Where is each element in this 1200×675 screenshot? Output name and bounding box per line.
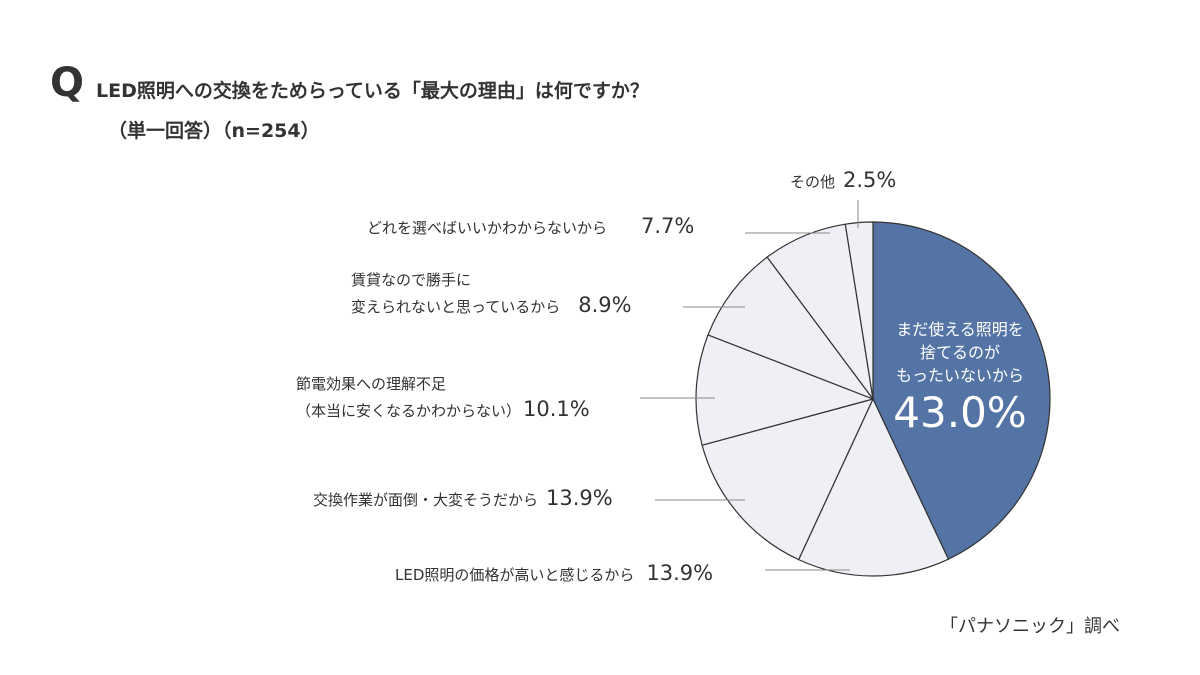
data-label: 7.7% (641, 214, 695, 238)
slice-label-choose: どれを選べばいいかわからないから 7.7% (367, 214, 694, 241)
label-text: その他 (790, 173, 836, 191)
data-label: 43.0% (893, 388, 1027, 437)
pie-slice-6 (844, 221, 874, 400)
pie-slice-4 (707, 256, 875, 401)
slice-label-rental: 賃貸なので勝手に 変えられないと思っているから 8.9% (351, 268, 632, 320)
pie-slice-2 (701, 398, 875, 561)
chart-title: LED照明への交換をためらっている「最大の理由」は何ですか？ (96, 80, 649, 102)
data-label: 8.9% (578, 293, 632, 317)
chart-subtitle: （単一回答）（n=254） (108, 120, 320, 142)
slice-label-main: まだ使える照明を 捨てるのが もったいないから 43.0% (875, 318, 1045, 439)
pie-slice-1 (797, 397, 950, 577)
label-text: 交換作業が面倒・大変そうだから (313, 491, 539, 509)
label-line: もったいないから (895, 366, 1024, 385)
label-text: 変えられないと思っているから (351, 298, 561, 316)
label-text: 節電効果への理解不足 (296, 375, 447, 393)
slice-label-other: その他 2.5% (790, 168, 896, 195)
label-line: 捨てるのが (919, 343, 1000, 362)
source-note: 「パナソニック」調べ (940, 616, 1120, 637)
label-text: （本当に安くなるかわからない） (296, 402, 522, 420)
leader-lines (640, 200, 859, 571)
data-label: 13.9% (546, 486, 613, 510)
slice-label-work: 交換作業が面倒・大変そうだから 13.9% (313, 486, 613, 513)
label-text: どれを選べばいいかわからないから (367, 219, 608, 237)
slice-label-savings: 節電効果への理解不足 （本当に安くなるかわからない）10.1% (296, 372, 590, 424)
data-label: 2.5% (843, 168, 897, 192)
label-line: まだ使える照明を (896, 320, 1024, 339)
data-label: 10.1% (523, 397, 590, 421)
q-mark: Q (50, 60, 85, 106)
slice-label-price: LED照明の価格が高いと感じるから 13.9% (395, 561, 713, 588)
label-text: 賃貸なので勝手に (351, 271, 472, 289)
pie-slice-0 (872, 221, 1051, 560)
pie-slice-3 (695, 334, 875, 446)
label-text: LED照明の価格が高いと感じるから (395, 566, 635, 584)
data-label: 13.9% (646, 561, 714, 585)
